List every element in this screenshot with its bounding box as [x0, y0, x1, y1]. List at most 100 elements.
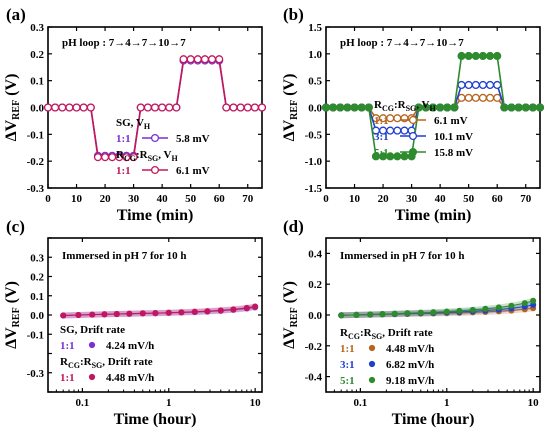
data-point	[471, 93, 480, 102]
legend-marker	[408, 115, 418, 125]
legend-marker	[368, 360, 376, 368]
data-point	[150, 103, 160, 112]
legend-ratio: 5:1	[340, 375, 355, 387]
data-point	[486, 93, 495, 102]
data-point	[89, 311, 96, 318]
legend-ratio: 1:1	[116, 133, 131, 145]
x-axis-title: Time (hour)	[114, 411, 197, 428]
data-point	[521, 103, 530, 112]
y-tick-label: 0.3	[30, 22, 44, 34]
y-tick-label: 1.5	[308, 22, 322, 34]
y-tick-label: 0.2	[308, 279, 322, 291]
data-point	[404, 310, 411, 317]
x-tick-label: 0	[323, 193, 329, 205]
panel-annotation: pH loop : 7→4→7→10→7	[340, 37, 464, 49]
data-point	[400, 152, 409, 161]
data-point	[58, 103, 67, 112]
data-point	[478, 93, 487, 102]
y-tick-label: -0.1	[27, 129, 44, 141]
legend-ratio: 1:1	[60, 340, 75, 352]
data-point	[215, 55, 224, 64]
data-point	[79, 103, 88, 112]
y-tick-label: 0.0	[30, 310, 44, 322]
data-point	[136, 103, 145, 112]
data-point	[486, 80, 495, 90]
x-tick-label: 30	[406, 193, 418, 205]
legend-value: 5.8 mV	[176, 133, 210, 145]
data-point	[75, 311, 82, 319]
data-point	[250, 103, 259, 112]
data-point	[443, 308, 450, 315]
data-point	[143, 103, 152, 112]
data-point	[443, 103, 452, 112]
legend-value: 15.8 mV	[434, 147, 473, 159]
data-point	[436, 103, 445, 112]
data-point	[222, 103, 231, 112]
panel-annotation: pH loop : 7→4→7→10→7	[62, 37, 186, 49]
legend-value: 6.1 mV	[434, 115, 468, 127]
legend-title: RCG​:RSG​, Drift rate	[340, 327, 433, 341]
x-tick-label: 1	[444, 397, 450, 409]
data-point	[252, 303, 259, 310]
data-point	[478, 80, 487, 90]
y-axis-title: ΔVREF​ (V)	[3, 281, 22, 349]
legend-value: 4.48 mV/h	[386, 343, 434, 355]
x-tick-label: 10	[528, 397, 540, 409]
legend-value: 6.82 mV/h	[386, 359, 434, 371]
x-tick-label: 30	[128, 193, 140, 205]
y-tick-label: -0.2	[27, 156, 45, 168]
data-point	[464, 51, 473, 61]
x-tick-label: 0	[45, 193, 51, 205]
data-point	[178, 309, 185, 316]
data-point	[493, 51, 502, 61]
legend-ratio: 3:1	[374, 131, 389, 143]
x-tick-label: 10	[349, 193, 361, 205]
data-point	[165, 309, 172, 316]
x-tick-label: 50	[185, 193, 197, 205]
data-point	[357, 103, 366, 112]
y-tick-label: 0.1	[30, 291, 44, 303]
data-point	[500, 103, 509, 112]
data-point	[464, 93, 473, 102]
data-point	[152, 310, 159, 317]
y-axis-title: ΔVREF​ (V)	[3, 74, 22, 142]
x-tick-label: 0.1	[76, 397, 90, 409]
x-tick-label: 20	[378, 193, 390, 205]
data-point	[495, 304, 502, 311]
y-tick-label: -0.1	[27, 329, 44, 341]
legend-ratio: 1:1	[374, 115, 389, 127]
x-tick-label: 70	[242, 193, 254, 205]
data-point	[86, 103, 95, 112]
data-point	[400, 126, 409, 135]
data-point	[482, 305, 489, 312]
x-tick-label: 40	[435, 193, 447, 205]
y-tick-label: -1.0	[305, 156, 323, 168]
y-tick-label: 0.1	[30, 76, 44, 88]
data-point	[179, 55, 188, 64]
data-point	[336, 103, 345, 112]
data-point	[101, 311, 108, 318]
data-point	[379, 311, 386, 318]
series-line	[63, 306, 256, 316]
legend-title: RCG​:RSG​, Drift rate	[60, 356, 153, 370]
data-point	[521, 300, 528, 307]
data-point	[507, 103, 516, 112]
data-point	[464, 80, 473, 90]
y-tick-label: 0.5	[308, 76, 322, 88]
legend-value: 9.18 mV/h	[386, 375, 434, 387]
y-tick-label: -0.5	[305, 129, 323, 141]
y-tick-label: 0.4	[308, 248, 322, 260]
data-point	[126, 310, 133, 317]
legend-ratio: 1:1	[116, 165, 131, 177]
y-axis-title: ΔVREF​ (V)	[281, 74, 300, 142]
x-tick-label: 60	[492, 193, 504, 205]
data-point	[350, 103, 359, 112]
legend-ratio: 3:1	[340, 359, 355, 371]
y-tick-label: 0.2	[30, 272, 44, 284]
x-tick-label: 0.1	[354, 397, 368, 409]
data-point	[391, 310, 398, 317]
data-point	[60, 312, 67, 319]
y-tick-label: 0.3	[30, 252, 44, 264]
x-tick-label: 20	[100, 193, 112, 205]
